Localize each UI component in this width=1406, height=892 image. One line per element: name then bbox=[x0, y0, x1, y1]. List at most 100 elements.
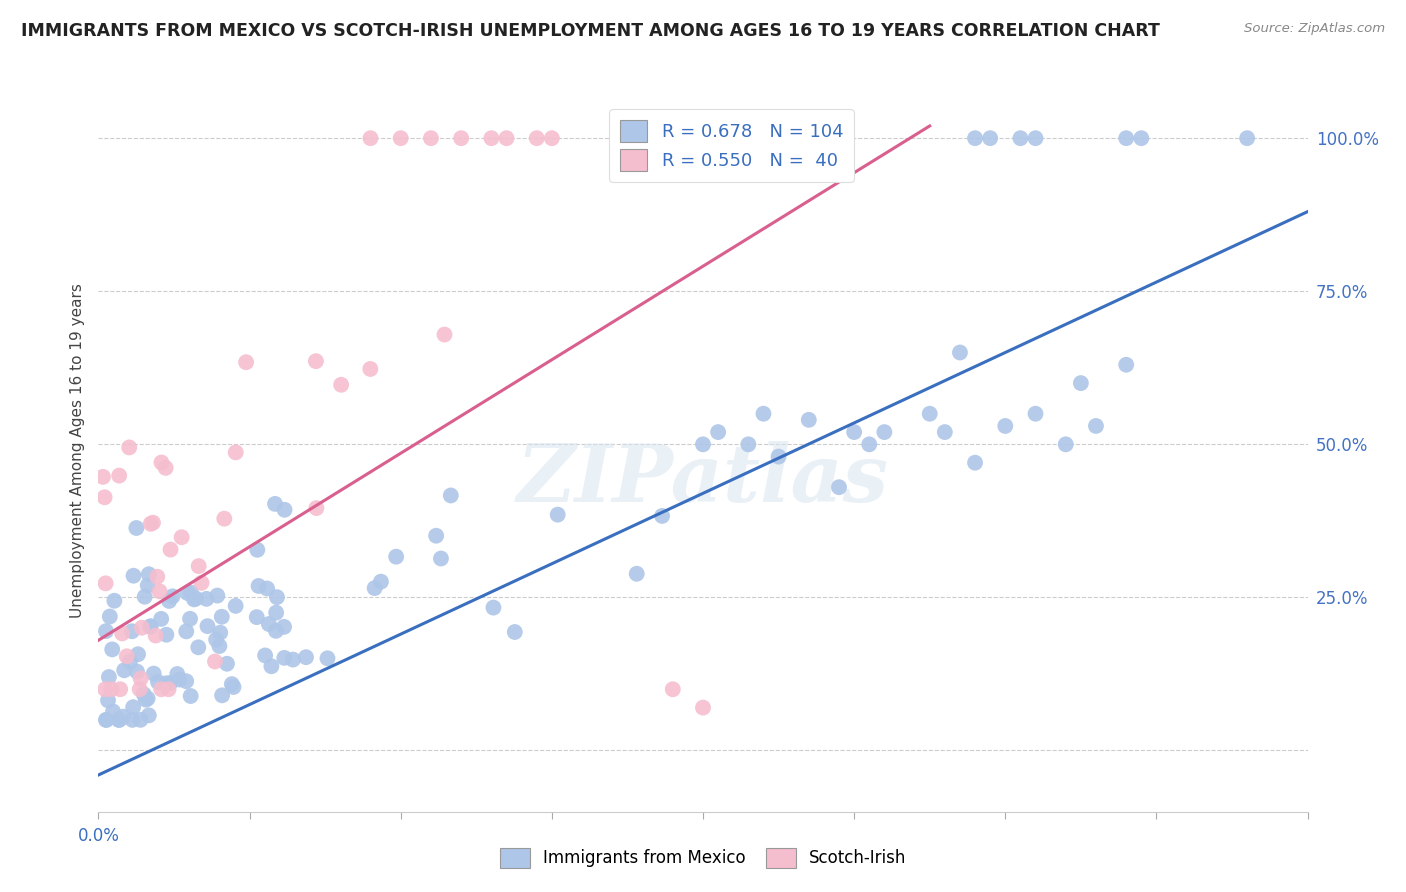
Point bbox=[112, 709, 135, 723]
Point bbox=[281, 652, 304, 666]
Point bbox=[450, 131, 472, 145]
Point bbox=[965, 131, 987, 145]
Point bbox=[495, 131, 517, 145]
Point bbox=[121, 713, 143, 727]
Point bbox=[330, 377, 353, 392]
Point bbox=[359, 362, 381, 376]
Point bbox=[174, 624, 197, 639]
Point bbox=[225, 445, 247, 459]
Point bbox=[134, 590, 156, 604]
Point bbox=[207, 589, 229, 603]
Point bbox=[1054, 437, 1077, 451]
Point bbox=[256, 582, 278, 596]
Point bbox=[108, 713, 131, 727]
Point bbox=[1085, 419, 1108, 434]
Point bbox=[526, 131, 548, 145]
Point bbox=[139, 619, 162, 633]
Point bbox=[209, 625, 232, 640]
Point bbox=[1010, 131, 1032, 145]
Point bbox=[101, 705, 124, 719]
Point bbox=[425, 529, 447, 543]
Point bbox=[363, 581, 385, 595]
Point bbox=[180, 689, 202, 703]
Point bbox=[370, 574, 392, 589]
Point bbox=[295, 650, 318, 665]
Point bbox=[211, 609, 233, 624]
Point bbox=[264, 497, 287, 511]
Point bbox=[481, 131, 503, 145]
Point bbox=[934, 425, 956, 439]
Point bbox=[204, 655, 226, 669]
Point bbox=[142, 666, 165, 681]
Point bbox=[1070, 376, 1092, 390]
Point bbox=[503, 625, 526, 640]
Point bbox=[94, 576, 117, 591]
Point bbox=[139, 516, 162, 531]
Point bbox=[118, 441, 141, 455]
Point bbox=[135, 692, 157, 706]
Point bbox=[692, 437, 714, 451]
Point bbox=[174, 674, 197, 689]
Point bbox=[273, 502, 295, 516]
Point bbox=[162, 590, 184, 604]
Point bbox=[844, 425, 866, 439]
Point bbox=[125, 665, 148, 679]
Point bbox=[214, 511, 236, 525]
Text: IMMIGRANTS FROM MEXICO VS SCOTCH-IRISH UNEMPLOYMENT AMONG AGES 16 TO 19 YEARS CO: IMMIGRANTS FROM MEXICO VS SCOTCH-IRISH U… bbox=[21, 22, 1160, 40]
Point bbox=[91, 470, 114, 484]
Point bbox=[482, 600, 505, 615]
Point bbox=[273, 651, 295, 665]
Point bbox=[149, 584, 172, 599]
Point bbox=[1130, 131, 1153, 145]
Point bbox=[138, 708, 160, 723]
Point bbox=[122, 568, 145, 582]
Point bbox=[155, 628, 177, 642]
Point bbox=[93, 491, 115, 505]
Point bbox=[254, 648, 277, 663]
Point bbox=[176, 586, 198, 600]
Point bbox=[1236, 131, 1258, 145]
Point bbox=[420, 131, 443, 145]
Point bbox=[264, 606, 287, 620]
Point bbox=[146, 675, 169, 690]
Point bbox=[138, 567, 160, 582]
Point bbox=[108, 468, 131, 483]
Point bbox=[979, 131, 1001, 145]
Point bbox=[195, 591, 218, 606]
Point bbox=[122, 700, 145, 714]
Point bbox=[540, 131, 562, 145]
Point bbox=[430, 551, 453, 566]
Point bbox=[305, 501, 328, 516]
Point bbox=[127, 647, 149, 661]
Point bbox=[150, 612, 173, 626]
Legend: R = 0.678   N = 104, R = 0.550   N =  40: R = 0.678 N = 104, R = 0.550 N = 40 bbox=[609, 109, 853, 182]
Point bbox=[112, 663, 135, 677]
Point bbox=[389, 131, 412, 145]
Point bbox=[94, 682, 117, 697]
Point bbox=[211, 689, 233, 703]
Point bbox=[273, 620, 295, 634]
Point bbox=[142, 516, 165, 530]
Point bbox=[651, 508, 673, 523]
Point bbox=[170, 530, 193, 544]
Point bbox=[139, 619, 162, 633]
Y-axis label: Unemployment Among Ages 16 to 19 years: Unemployment Among Ages 16 to 19 years bbox=[69, 283, 84, 618]
Point bbox=[752, 407, 775, 421]
Point bbox=[197, 619, 219, 633]
Point bbox=[155, 460, 177, 475]
Point bbox=[187, 559, 209, 574]
Point bbox=[100, 682, 122, 697]
Point bbox=[183, 592, 205, 607]
Point bbox=[101, 642, 124, 657]
Point bbox=[97, 693, 120, 707]
Point bbox=[965, 456, 987, 470]
Point bbox=[111, 626, 134, 640]
Point bbox=[266, 590, 288, 604]
Point bbox=[150, 456, 173, 470]
Point bbox=[208, 639, 231, 653]
Point bbox=[692, 700, 714, 714]
Point bbox=[873, 425, 896, 439]
Point bbox=[360, 131, 382, 145]
Text: Source: ZipAtlas.com: Source: ZipAtlas.com bbox=[1244, 22, 1385, 36]
Point bbox=[129, 713, 152, 727]
